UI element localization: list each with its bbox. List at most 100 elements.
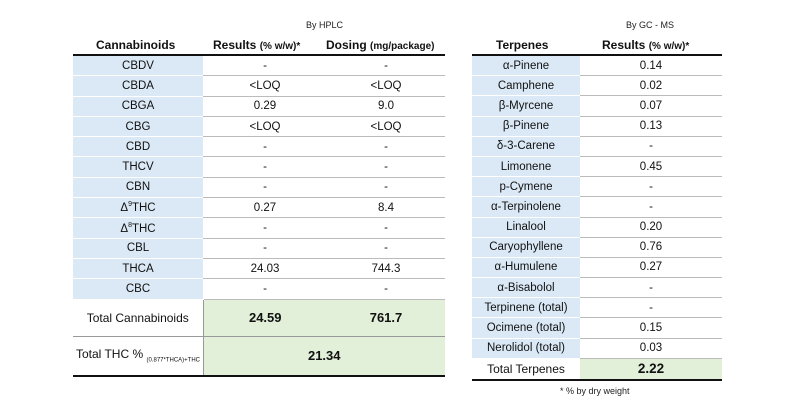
terpene-name: p-Cymene [472,176,580,198]
total-cannabinoids-row: Total Cannabinoids 24.59 761.7 [73,298,445,337]
terpene-row: Limonene 0.45 [472,156,722,178]
terpene-name: Nerolidol (total) [472,338,580,359]
total-cannabinoids-label: Total Cannabinoids [73,298,204,337]
terpene-result: 0.13 [580,116,722,137]
terpene-result: - [580,176,722,198]
cannabinoid-results-header: Results (% w/w)* [213,38,300,52]
cannabinoid-result: 24.03 [203,258,327,280]
total-thc-label-text: Total THC % [76,347,144,362]
cannabinoid-row: CBC - - [73,278,445,300]
terpene-result: - [580,277,722,299]
cannabinoid-dosing: 744.3 [327,258,445,280]
dosing-header: Dosing (mg/package) [326,38,434,52]
cannabinoid-row: CBL - - [73,238,445,259]
cannabinoid-row: CBGA 0.29 9.0 [73,96,445,117]
delta-superscript: 9 [128,201,132,209]
cannabinoid-name: Δ9THC [73,197,203,219]
cannabinoid-row: CBN - - [73,177,445,199]
total-thc-formula: (0.877*THCA)+THC [146,357,200,364]
gcms-caption: By GC - MS [626,20,675,30]
terpene-results-header: Results (% w/w)* [602,38,689,52]
cannabinoid-result: 0.29 [203,96,327,117]
cannabinoid-dosing: - [327,217,445,239]
cannabinoid-dosing: - [327,156,445,178]
terpene-result: 0.27 [580,257,722,279]
cannabinoid-name: CBG [73,116,203,138]
terpene-row: α-Bisabolol - [472,277,722,299]
terpene-row: δ-3-Carene - [472,136,722,157]
cannabinoid-row: THCV - - [73,156,445,178]
cannabinoid-dosing: <LOQ [327,75,445,97]
total-cannabinoids-dosing: 761.7 [327,298,445,337]
terpene-name: α-Terpinolene [472,196,580,218]
cannabinoid-result: 0.27 [203,197,327,219]
terpene-name: Camphene [472,75,580,97]
cannabinoids-table: CBDV - - CBDA <LOQ <LOQ CBGA 0.29 9.0 CBG <LOQ <LOQ… [73,54,445,377]
cannabinoid-result: <LOQ [203,75,327,97]
terpene-results-header-unit: (% w/w)* [648,41,690,52]
cannabinoid-dosing: - [327,278,445,300]
cannabinoid-result: - [203,136,327,158]
total-terpenes-label: Total Terpenes [472,358,580,381]
terpene-row: p-Cymene - [472,176,722,198]
terpene-row: Linalool 0.20 [472,217,722,238]
total-cannabinoids-result: 24.59 [203,298,327,337]
cannabinoid-name: CBDV [73,55,203,77]
cannabinoid-name: CBL [73,238,203,259]
cannabinoids-header: Cannabinoids [96,38,176,52]
cannabinoid-name: CBC [73,278,203,300]
delta-prefix: Δ [120,222,129,235]
terpene-name: β-Myrcene [472,95,580,117]
cannabinoid-name-text: THC [131,202,156,215]
cannabinoid-name: CBGA [73,96,203,117]
cannabinoid-result: - [203,156,327,178]
cannabinoid-dosing: 8.4 [327,197,445,219]
cannabinoid-result: - [203,55,327,77]
cannabinoid-result: - [203,238,327,259]
hplc-caption: By HPLC [306,20,344,30]
cannabinoid-dosing: - [327,177,445,199]
cannabinoid-dosing: - [327,136,445,158]
cannabinoid-row: CBDA <LOQ <LOQ [73,75,445,97]
cannabinoid-result: <LOQ [203,116,327,138]
terpene-name: α-Bisabolol [472,277,580,299]
cannabinoid-row: Δ8THC - - [73,217,445,239]
cannabinoid-name: THCV [73,156,203,178]
terpene-row: β-Pinene 0.13 [472,116,722,137]
terpene-result: 0.07 [580,95,722,117]
terpene-result: 0.14 [580,55,722,77]
terpene-row: Terpinene (total) - [472,297,722,319]
dosing-header-unit: (mg/package) [370,41,435,52]
total-thc-row: Total THC % (0.877*THCA)+THC 21.34 [73,335,445,377]
terpene-name: δ-3-Carene [472,136,580,157]
terpene-row: α-Humulene 0.27 [472,257,722,279]
cannabinoid-name: CBD [73,136,203,158]
terpene-name: Caryophyllene [472,237,580,258]
cannabinoid-result: - [203,217,327,239]
terpene-row: Ocimene (total) 0.15 [472,317,722,339]
terpene-row: α-Terpinolene - [472,196,722,218]
terpene-result: 0.76 [580,237,722,258]
cannabinoid-name-text: THC [131,222,156,235]
cannabinoid-result: - [203,177,327,199]
cannabinoid-row: CBD - - [73,136,445,158]
total-terpenes-result: 2.22 [580,358,722,381]
dosing-header-main: Dosing [326,38,367,52]
cannabinoid-name: CBDA [73,75,203,97]
terpene-result: 0.03 [580,338,722,359]
total-thc-value: 21.34 [203,335,445,377]
terpenes-header: Terpenes [496,38,549,52]
terpene-row: Nerolidol (total) 0.03 [472,338,722,359]
terpene-result: - [580,297,722,319]
terpene-row: Camphene 0.02 [472,75,722,97]
terpenes-table: α-Pinene 0.14 Camphene 0.02 β-Myrcene 0.07 β-P… [472,54,722,381]
terpene-name: α-Pinene [472,55,580,77]
cannabinoid-dosing: - [327,55,445,77]
total-thc-label: Total THC % (0.877*THCA)+THC [73,335,204,377]
terpene-result: - [580,136,722,157]
cannabinoid-result: - [203,278,327,300]
terpene-row: α-Pinene 0.14 [472,55,722,77]
cannabinoid-name: Δ8THC [73,217,203,239]
terpene-result: 0.15 [580,317,722,339]
cannabinoid-name: THCA [73,258,203,280]
